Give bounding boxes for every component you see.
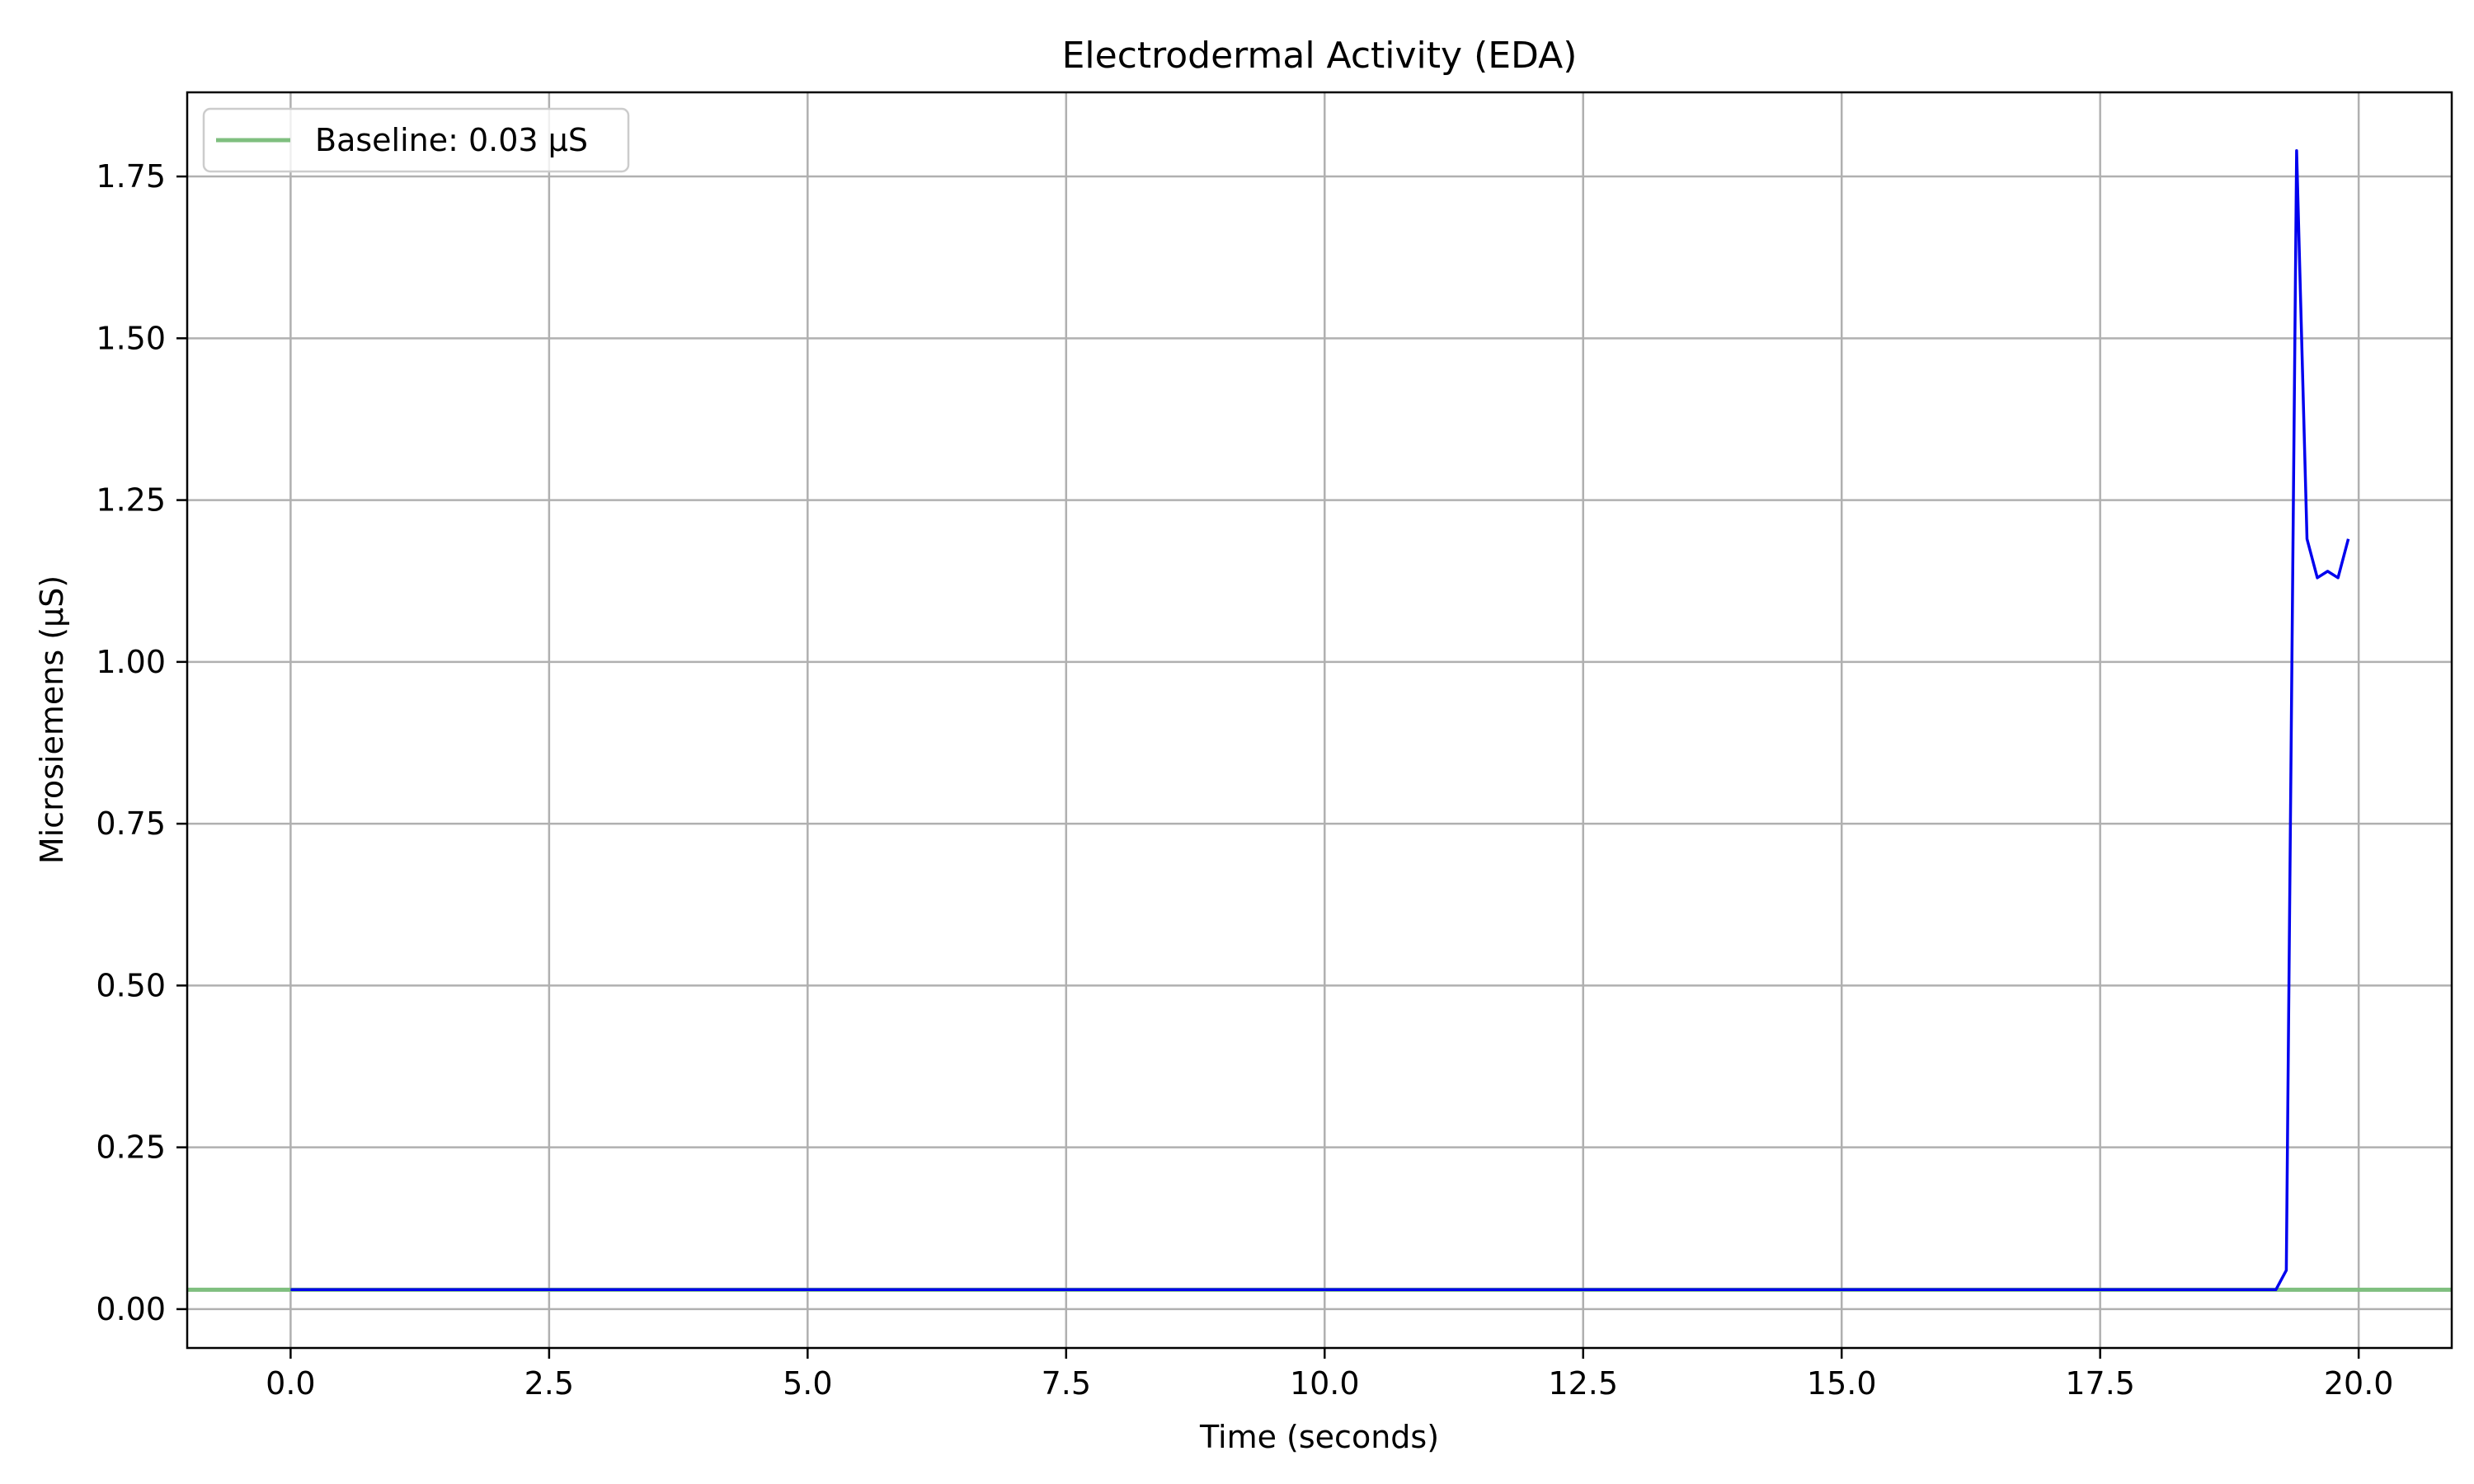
chart-title: Electrodermal Activity (EDA) — [1062, 35, 1578, 77]
x-tick-label: 5.0 — [783, 1365, 832, 1402]
legend-baseline-label: Baseline: 0.03 µS — [315, 122, 588, 158]
y-tick-label: 1.25 — [96, 482, 166, 519]
x-tick-label: 20.0 — [2324, 1365, 2394, 1402]
eda-series-line — [290, 148, 2350, 1292]
x-tick-label: 0.0 — [266, 1365, 315, 1402]
y-tick-label: 0.50 — [96, 967, 166, 1003]
grid — [187, 92, 2452, 1348]
axes: 0.0 2.5 5.0 7.5 10.0 12.5 15.0 17.5 20.0 0.00 0.25… — [96, 91, 2453, 1402]
y-tick-label: 0.25 — [96, 1129, 166, 1166]
y-axis-label: Microsiemens (µS) — [34, 575, 70, 864]
x-tick-label: 10.0 — [1290, 1365, 1360, 1402]
x-axis-label: Time (seconds) — [1199, 1419, 1439, 1455]
axes-frame — [186, 91, 2453, 1350]
x-tick-label: 15.0 — [1807, 1365, 1877, 1402]
y-tick-label: 1.75 — [96, 158, 166, 195]
y-tick-label: 0.75 — [96, 805, 166, 842]
y-tick-label: 1.00 — [96, 644, 166, 680]
x-tick-label: 12.5 — [1548, 1365, 1618, 1402]
x-tick-label: 2.5 — [524, 1365, 574, 1402]
y-tick-label: 1.50 — [96, 320, 166, 356]
plot-area — [187, 148, 2452, 1292]
x-tick-label: 7.5 — [1042, 1365, 1091, 1402]
x-tick-label: 17.5 — [2065, 1365, 2135, 1402]
legend-box — [202, 107, 630, 173]
y-tick-label: 0.00 — [96, 1291, 166, 1327]
legend: Baseline: 0.03 µS — [202, 107, 630, 173]
